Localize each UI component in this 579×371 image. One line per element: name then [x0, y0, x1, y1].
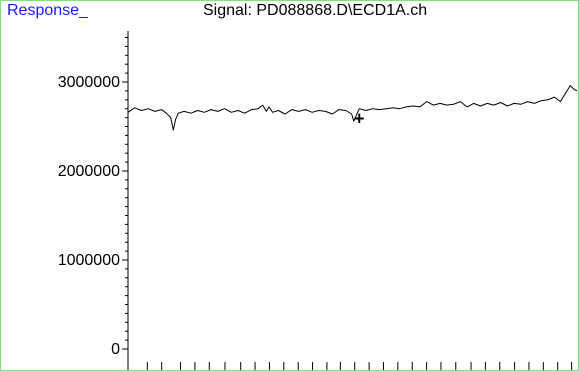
chart-title: Signal: PD088868.D\ECD1A.ch: [203, 2, 428, 19]
y-axis-label: Response_: [7, 2, 88, 19]
y-tick-label: 2000000: [58, 163, 120, 180]
signal-trace: [127, 85, 578, 131]
annotation-marker: +: [354, 109, 365, 129]
y-tick-label: 1000000: [58, 252, 120, 269]
y-tick-label: 0: [111, 341, 120, 358]
y-tick-label: 3000000: [58, 74, 120, 91]
